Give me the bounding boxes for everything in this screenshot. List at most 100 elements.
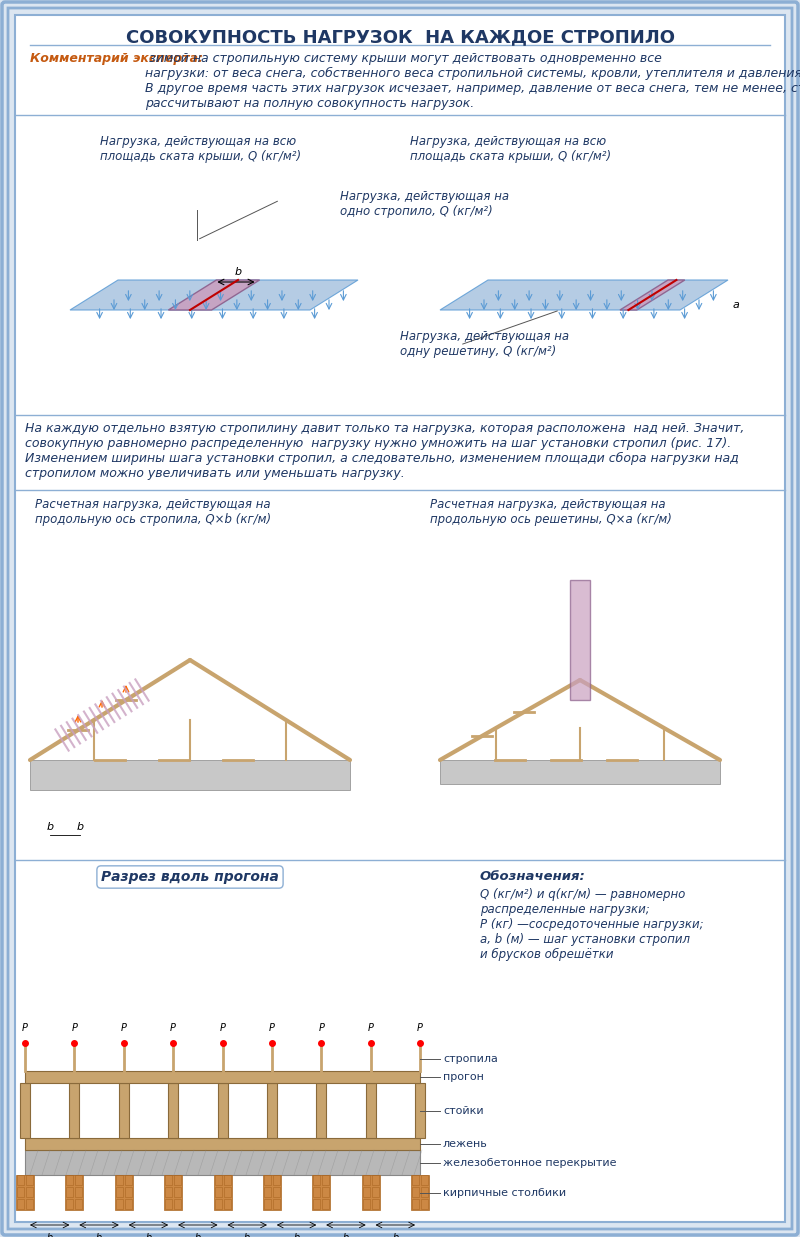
Bar [412,1188,419,1197]
Text: Расчетная нагрузка, действующая на
продольную ось решетины, Q×a (кг/м): Расчетная нагрузка, действующая на продо… [430,499,672,526]
Bar [267,1084,277,1138]
Bar [322,1199,330,1209]
Bar [66,1175,83,1210]
Bar [116,1175,122,1185]
Bar [125,1199,132,1209]
Bar [264,1199,271,1209]
Bar [372,1199,378,1209]
Bar [70,1084,79,1138]
Polygon shape [169,280,259,310]
Bar [223,1199,230,1209]
Bar [440,760,720,784]
Text: Обозначения:: Обозначения: [480,870,586,883]
Bar [264,1188,271,1197]
Text: Разрез вдоль прогона: Разрез вдоль прогона [101,870,279,884]
Bar [421,1175,428,1185]
Text: b: b [46,1233,53,1237]
Text: b: b [146,1233,151,1237]
Bar [17,1199,24,1209]
Bar [372,1188,378,1197]
Bar [164,1175,182,1210]
Bar [66,1188,74,1197]
Text: P: P [269,1023,275,1033]
Bar [412,1175,419,1185]
Bar [312,1175,330,1210]
Bar [214,1175,231,1210]
Text: b: b [244,1233,250,1237]
Bar [75,1199,82,1209]
Text: b: b [343,1233,349,1237]
Bar [411,1175,429,1210]
Bar [372,1175,378,1185]
Bar [415,1084,425,1138]
Bar [26,1199,33,1209]
Text: лежень: лежень [443,1139,488,1149]
Text: a: a [733,301,740,310]
Polygon shape [70,280,358,310]
Bar [165,1199,172,1209]
Bar [223,1188,230,1197]
Bar [322,1175,330,1185]
Text: На каждую отдельно взятую стропилину давит только та нагрузка, которая расположе: На каждую отдельно взятую стропилину дав… [25,422,744,480]
Bar [75,1175,82,1185]
Bar [264,1175,271,1185]
Bar [165,1175,172,1185]
Polygon shape [620,280,685,310]
Text: стойки: стойки [443,1106,484,1116]
Bar [362,1175,370,1185]
Bar [421,1188,428,1197]
Text: Нагрузка, действующая на всю
площадь ската крыши, Q (кг/м²): Нагрузка, действующая на всю площадь ска… [100,135,301,163]
Text: b: b [77,823,83,833]
Bar [17,1175,24,1185]
Bar [263,1175,281,1210]
Text: b: b [392,1233,398,1237]
Text: Расчетная нагрузка, действующая на
продольную ось стропила, Q×b (кг/м): Расчетная нагрузка, действующая на продо… [35,499,271,526]
Text: Нагрузка, действующая на
одну решетину, Q (кг/м²): Нагрузка, действующая на одну решетину, … [400,330,569,357]
Text: b: b [234,267,242,277]
Text: P: P [121,1023,126,1033]
Bar [66,1175,74,1185]
Text: зимой на стропильную систему крыши могут действовать одновременно все
нагрузки: : зимой на стропильную систему крыши могут… [145,52,800,110]
Polygon shape [440,280,728,310]
Text: прогон: прогон [443,1072,484,1082]
Text: P: P [417,1023,423,1033]
Text: b: b [96,1233,102,1237]
Text: P: P [22,1023,28,1033]
Bar [314,1199,320,1209]
Text: кирпичные столбики: кирпичные столбики [443,1188,566,1197]
Bar [118,1084,129,1138]
Bar [366,1084,376,1138]
Text: P: P [318,1023,324,1033]
Text: b: b [46,823,54,833]
Bar [218,1084,227,1138]
Bar [273,1188,280,1197]
Bar [314,1175,320,1185]
Bar [273,1199,280,1209]
Text: P: P [170,1023,176,1033]
Bar [362,1199,370,1209]
Bar [168,1084,178,1138]
Bar [273,1175,280,1185]
Text: СОВОКУПНОСТЬ НАГРУЗОК  НА КАЖДОЕ СТРОПИЛО: СОВОКУПНОСТЬ НАГРУЗОК НА КАЖДОЕ СТРОПИЛО [126,28,674,46]
Text: Комментарий эксперта:: Комментарий эксперта: [30,52,203,66]
Text: железобетонное перекрытие: железобетонное перекрытие [443,1158,617,1168]
Bar [214,1199,222,1209]
Text: b: b [294,1233,300,1237]
FancyBboxPatch shape [8,7,792,1230]
Bar [26,1175,33,1185]
Bar [362,1175,380,1210]
Bar [570,580,590,700]
Bar [125,1188,132,1197]
Bar [125,1175,132,1185]
Bar [25,1150,420,1175]
Bar [314,1188,320,1197]
Text: P: P [219,1023,226,1033]
Bar [214,1188,222,1197]
Text: P: P [368,1023,374,1033]
Text: Q (кг/м²) и q(кг/м) — равномерно
распределенные нагрузки;
P (кг) —сосредоточенны: Q (кг/м²) и q(кг/м) — равномерно распред… [480,888,704,961]
FancyBboxPatch shape [15,15,785,1222]
Text: Нагрузка, действующая на
одно стропило, Q (кг/м²): Нагрузка, действующая на одно стропило, … [340,190,509,218]
Bar [30,760,350,790]
Bar [25,1138,420,1150]
Bar [116,1188,122,1197]
